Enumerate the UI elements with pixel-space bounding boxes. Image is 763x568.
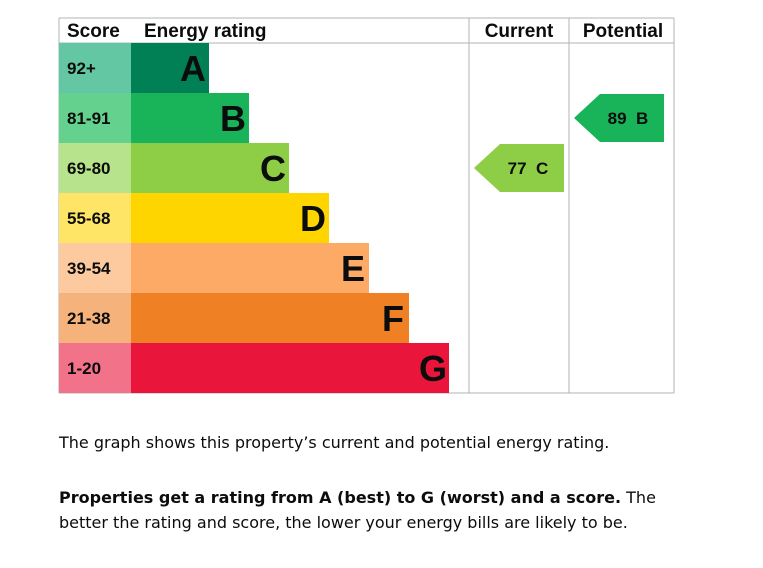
rating-letter-c: C: [260, 148, 286, 189]
rating-letter-b: B: [220, 98, 246, 139]
rating-bands: 92+ A 81-91 B 69-80 C 55-68 D 39-54 E 21-38 F 1-20 G: [59, 43, 449, 393]
score-cell-e: [59, 243, 131, 293]
score-range-d: 55-68: [67, 209, 110, 228]
rating-bar-f: [131, 293, 409, 343]
rating-explanation-rest: The better the rating and score, the low…: [59, 488, 656, 532]
score-cell-a: [59, 43, 131, 93]
rating-letter-e: E: [341, 248, 365, 289]
current-arrow-label: 77 C: [508, 159, 549, 178]
rating-letter-f: F: [382, 298, 404, 339]
score-cell-f: [59, 293, 131, 343]
rating-letter-d: D: [300, 198, 326, 239]
rating-bar-b: [131, 93, 249, 143]
rating-letter-a: A: [180, 48, 206, 89]
energy-rating-chart: 92+ A81-91 B69-80 C55-68 D39-54 E21-38 F1-20 G …: [58, 17, 675, 394]
current-arrow: [474, 144, 564, 192]
score-range-f: 21-38: [67, 309, 110, 328]
chart-description: The graph shows this property’s current …: [59, 433, 610, 452]
score-range-c: 69-80: [67, 159, 110, 178]
rating-letter-g: G: [419, 348, 447, 389]
score-cell-d: [59, 193, 131, 243]
rating-arrows: 77 C 89 B: [474, 94, 664, 192]
score-range-g: 1-20: [67, 359, 101, 378]
rating-bar-d: [131, 193, 329, 243]
score-range-a: 92+: [67, 59, 96, 78]
score-range-b: 81-91: [67, 109, 110, 128]
potential-arrow: [574, 94, 664, 142]
header-score: Score: [67, 21, 120, 42]
header-energy-rating: Energy rating: [144, 21, 266, 42]
score-range-e: 39-54: [67, 259, 111, 278]
potential-arrow-label: 89 B: [608, 109, 649, 128]
rating-bar-e: [131, 243, 369, 293]
rating-explanation: Properties get a rating from A (best) to…: [59, 485, 699, 535]
score-cell-b: [59, 93, 131, 143]
header-potential: Potential: [583, 21, 663, 42]
score-cell-g: [59, 343, 131, 393]
header-current: Current: [485, 21, 554, 42]
rating-bar-c: [131, 143, 289, 193]
rating-explanation-bold: Properties get a rating from A (best) to…: [59, 488, 622, 507]
score-cell-c: [59, 143, 131, 193]
rating-bar-a: [131, 43, 209, 93]
rating-bar-g: [131, 343, 449, 393]
